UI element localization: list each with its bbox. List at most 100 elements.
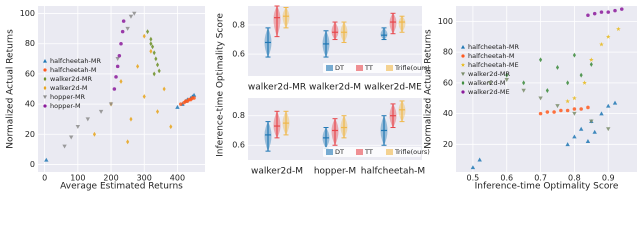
y-tick-label: 60 — [443, 78, 453, 87]
scatter-point — [572, 111, 577, 116]
x-tick-label: 400 — [170, 174, 185, 183]
scatter-point — [132, 11, 137, 16]
scatter-point — [589, 61, 593, 67]
scatter-point — [119, 41, 123, 46]
scatter-point — [582, 80, 587, 85]
scatter-point — [606, 10, 611, 14]
x-tick-label: halfcheetah-M — [361, 167, 425, 177]
legend-marker — [460, 62, 466, 67]
scatter-point — [585, 139, 591, 144]
scatter-point — [589, 119, 594, 124]
scatter-point — [620, 7, 624, 11]
scatter-point — [613, 8, 617, 13]
y-tick-label: 100 — [20, 9, 35, 18]
x-tick-label: 300 — [137, 174, 152, 183]
y-tick-label: 80 — [443, 48, 453, 57]
scatter-point — [129, 116, 133, 122]
scatter-point — [117, 54, 122, 58]
legend-marker — [43, 68, 47, 72]
y-tick-label: 40 — [25, 100, 35, 109]
y-tick-label: 60 — [25, 69, 35, 78]
scatter-point — [62, 144, 67, 149]
scatter-point — [115, 57, 120, 62]
legend-marker — [461, 90, 465, 94]
legend-label: halfcheetah-M — [50, 66, 97, 74]
y-tick-label: 0.8 — [232, 20, 245, 29]
scatter-point — [152, 71, 156, 77]
y-axis-label: Normalized Actual Returns — [6, 29, 16, 149]
scatter-point — [572, 134, 577, 139]
scatter-point — [552, 110, 556, 114]
scatter-point — [69, 135, 74, 140]
figure: 0 20 40 60 80 100 Normalized Actual Returns 0 10… — [6, 5, 637, 192]
scatter-point — [578, 126, 584, 131]
legend-swatch — [386, 65, 393, 71]
scatter-point — [98, 109, 104, 114]
legend-marker — [461, 45, 465, 49]
scatter-point — [504, 78, 509, 82]
scatter-point — [572, 95, 577, 101]
scatter-point — [92, 131, 96, 137]
scatter-point — [108, 102, 114, 107]
scatter-point — [477, 157, 482, 162]
scatter-point — [589, 57, 594, 62]
scatter-point — [142, 94, 146, 99]
legend-swatch — [356, 149, 363, 155]
scatter-point — [572, 52, 576, 58]
scatter-point — [155, 109, 160, 115]
scatter-point — [175, 104, 180, 109]
scatter-point — [579, 72, 583, 78]
scatter-point — [149, 41, 153, 47]
scatter-point — [119, 79, 123, 84]
x-tick-label: walker2d-M — [251, 167, 303, 177]
scatter-point — [152, 50, 156, 56]
legend-marker — [43, 76, 47, 82]
legend-marker — [43, 104, 47, 108]
legend-marker — [461, 54, 465, 58]
scatter-point — [191, 92, 197, 97]
scatter-point — [487, 81, 493, 86]
scatter-point — [142, 33, 146, 39]
scatter-point — [522, 80, 526, 86]
scatter-point — [162, 86, 166, 92]
scatter-point — [136, 63, 140, 69]
legend-swatch — [356, 65, 363, 71]
y-tick-label: 100 — [438, 17, 453, 26]
scatter-point — [146, 29, 150, 35]
scatter-point — [538, 96, 543, 101]
y-tick-label: 0.6 — [232, 50, 245, 59]
legend-box — [323, 147, 421, 157]
x-tick-label: 200 — [103, 174, 118, 183]
scatter-point — [539, 57, 543, 63]
x-tick-label: 0.5 — [467, 174, 480, 183]
scatter-point — [572, 107, 577, 111]
legend-label: halfcheetah-MR — [50, 57, 101, 65]
legend-label: walker2d-MR — [50, 75, 93, 83]
scatter-point — [599, 42, 604, 47]
legend-label: Trifle(ours) — [394, 148, 430, 156]
legend-label: walker2d-M — [50, 84, 88, 92]
legend-label: DT — [335, 148, 344, 156]
scatter-point — [606, 127, 611, 132]
y-tick-label: 20 — [25, 130, 35, 139]
legend-box — [323, 63, 421, 73]
x-tick-label: walker2d-MR — [248, 83, 306, 93]
scatter-point — [599, 10, 604, 14]
legend-label: halfcheetah-ME — [468, 61, 519, 69]
x-tick-label: 100 — [70, 174, 85, 183]
legend-swatch — [326, 149, 333, 155]
scatter-point — [75, 124, 81, 129]
legend-label: walker2d-ME — [468, 88, 510, 96]
scatter-point — [121, 19, 126, 23]
scatter-point — [565, 98, 570, 104]
scatter-point — [470, 165, 476, 170]
y-tick-label: 0.6 — [232, 141, 245, 150]
scatter-point — [605, 34, 611, 39]
legend-marker — [43, 95, 47, 99]
scatter-point — [115, 64, 120, 69]
scatter-point — [505, 72, 509, 78]
legend-label: walker2d-MR — [468, 70, 511, 78]
legend-label: Trifle(ours) — [394, 64, 430, 72]
legend-marker — [461, 80, 465, 86]
scatter-point — [169, 124, 173, 130]
